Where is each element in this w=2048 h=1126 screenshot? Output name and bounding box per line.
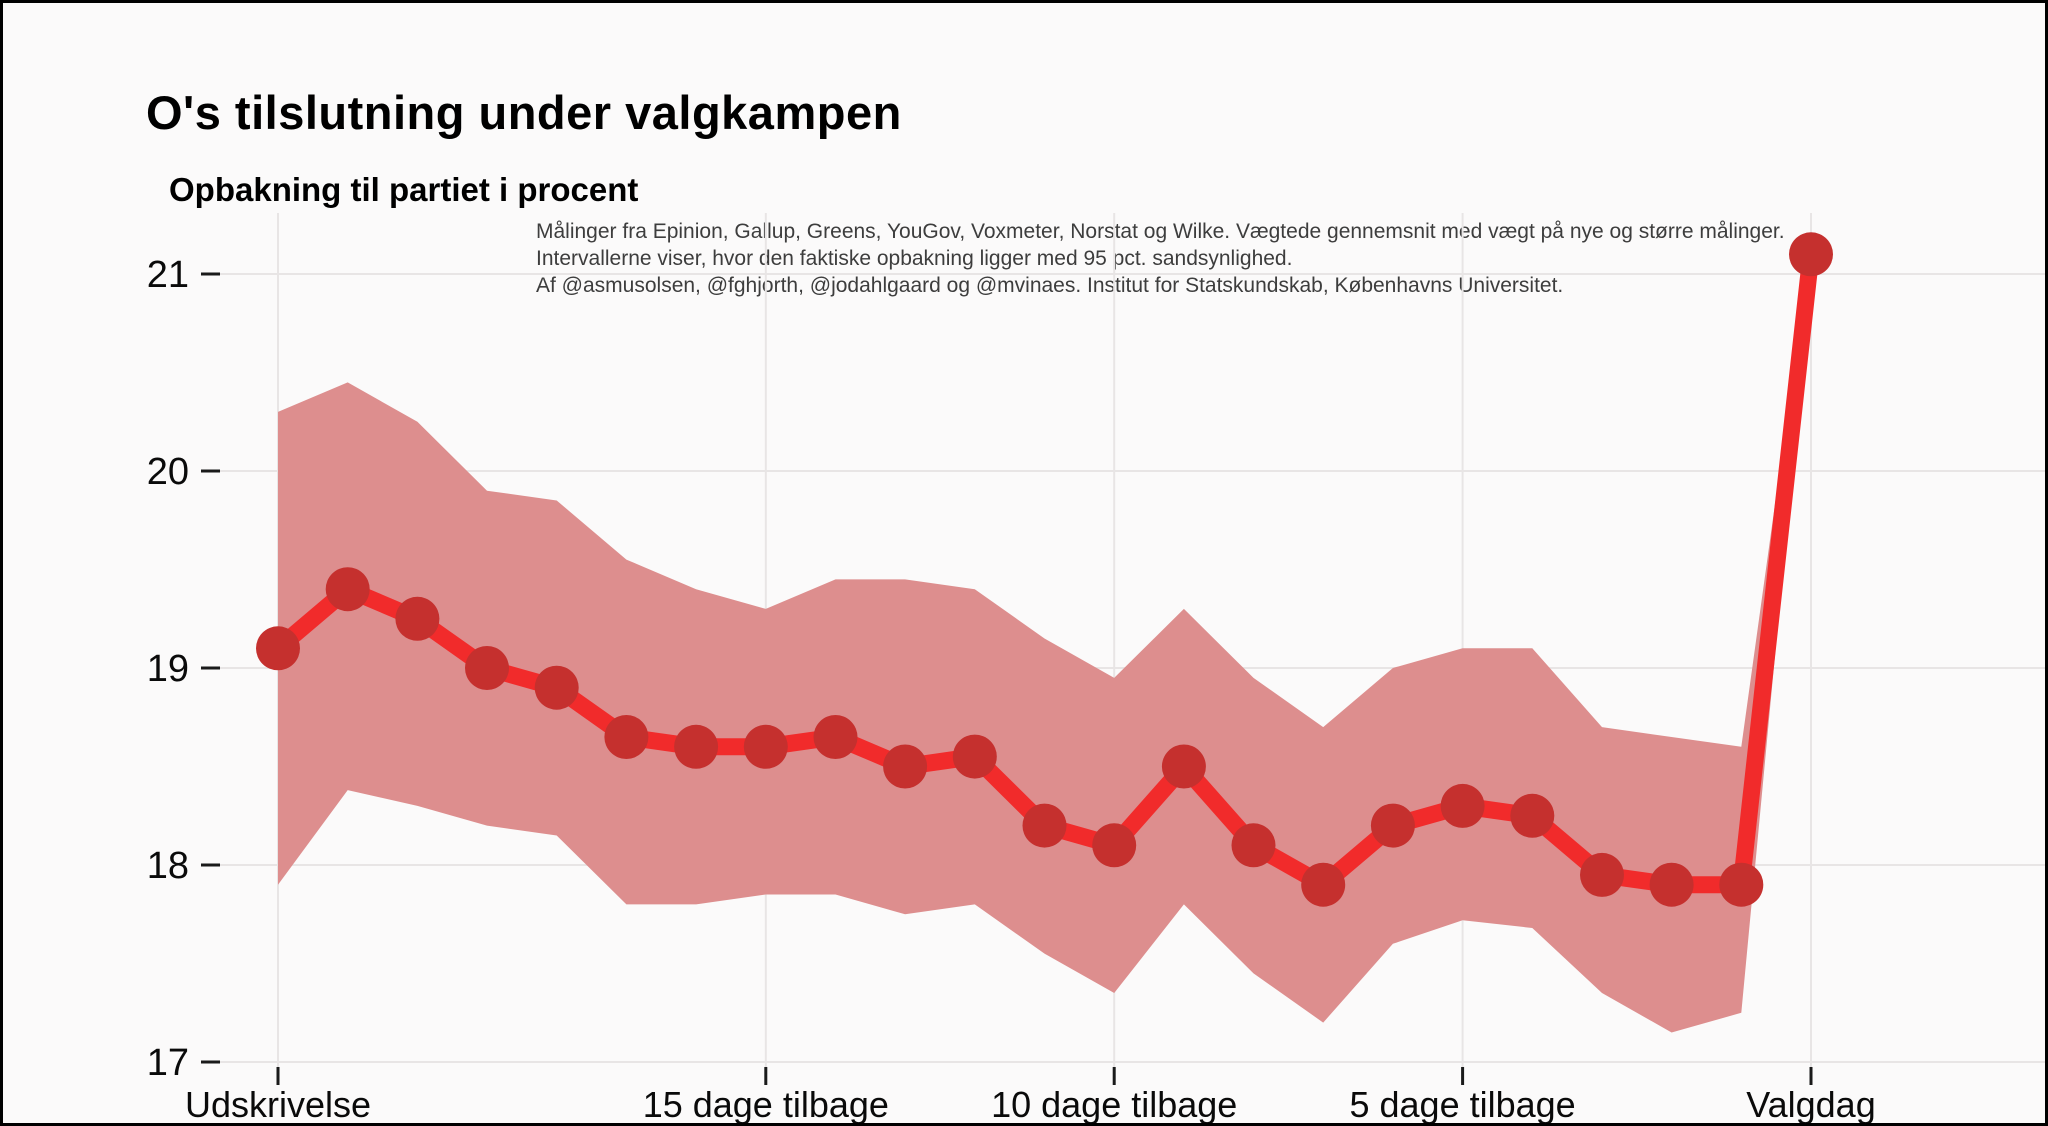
poll-point — [813, 715, 858, 759]
chart-title: O's tilslutning under valgkampen — [146, 86, 902, 139]
poll-point — [743, 724, 788, 769]
poll-point — [883, 744, 928, 789]
x-axis-label: Valgdag — [1746, 1084, 1875, 1125]
x-axis-label: 5 dage tilbage — [1349, 1084, 1575, 1125]
poll-point — [465, 646, 509, 690]
poll-point — [1301, 862, 1346, 907]
poll-point — [1440, 783, 1485, 828]
poll-point — [534, 665, 579, 710]
poll-point — [604, 715, 649, 759]
poll-point — [1231, 823, 1276, 868]
poll-point — [256, 626, 300, 671]
poll-line-chart: 17 18 19 20 21 Udskrivelse 15 dage tilbage 10 d… — [147, 213, 2045, 1125]
confidence-band — [278, 244, 1811, 1033]
poll-point — [1161, 744, 1206, 789]
x-axis-label: 10 dage tilbage — [991, 1084, 1237, 1125]
y-axis-label: 17 — [147, 1042, 189, 1084]
chart-subtitle: Opbakning til partiet i procent — [169, 171, 639, 208]
y-axis-label: 20 — [147, 451, 189, 493]
poll-point — [1789, 232, 1833, 277]
poll-point — [952, 734, 997, 779]
poll-point — [325, 567, 370, 612]
source-annotation-line1: Målinger fra Epinion, Gallup, Greens, Yo… — [536, 220, 1785, 243]
source-annotation: Målinger fra Epinion, Gallup, Greens, Yo… — [536, 218, 1785, 299]
poll-point — [1370, 803, 1415, 848]
poll-point — [674, 724, 719, 769]
y-axis-label: 18 — [147, 845, 189, 887]
poll-point — [1580, 852, 1624, 897]
x-axis-label: Udskrivelse — [185, 1084, 371, 1125]
source-annotation-line2: Intervallerne viser, hvor den faktiske o… — [536, 247, 1293, 270]
poll-point — [1719, 862, 1764, 907]
y-axis-label: 21 — [147, 254, 189, 296]
poll-point — [1022, 803, 1067, 848]
poll-point — [395, 596, 440, 641]
y-axis-label: 19 — [147, 648, 189, 690]
poll-point — [1649, 862, 1694, 907]
x-axis-label: 15 dage tilbage — [643, 1084, 889, 1125]
poll-point — [1510, 793, 1555, 838]
poll-point — [1092, 823, 1137, 868]
source-annotation-line3: Af @asmusolsen, @fghjorth, @jodahlgaard … — [536, 274, 1564, 297]
